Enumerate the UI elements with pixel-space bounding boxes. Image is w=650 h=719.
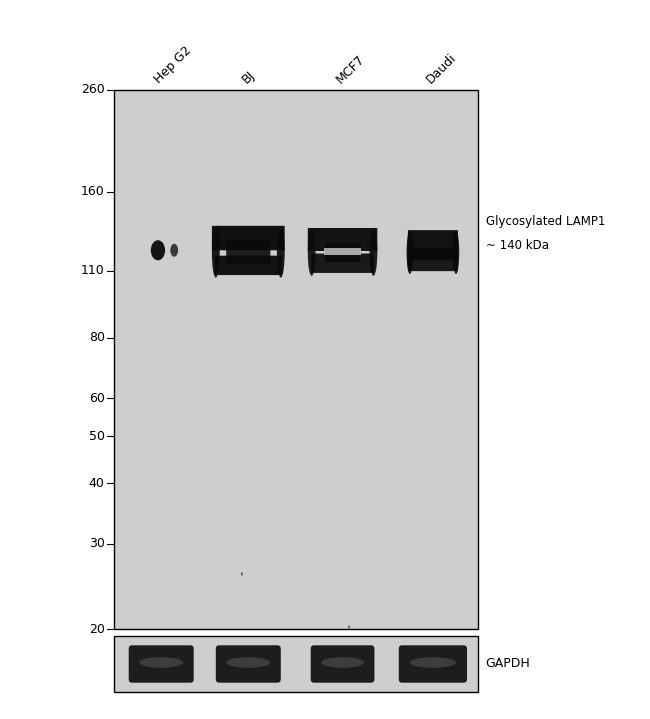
Text: BJ: BJ <box>239 68 257 86</box>
Bar <box>324 248 361 255</box>
Bar <box>114 90 478 629</box>
Ellipse shape <box>170 244 178 257</box>
FancyBboxPatch shape <box>214 256 282 275</box>
Text: MCF7: MCF7 <box>333 52 367 86</box>
Text: 110: 110 <box>81 264 105 278</box>
Text: Glycosylated LAMP1: Glycosylated LAMP1 <box>486 216 605 229</box>
Text: GAPDH: GAPDH <box>486 657 530 671</box>
FancyBboxPatch shape <box>311 646 374 683</box>
FancyBboxPatch shape <box>408 230 458 260</box>
FancyBboxPatch shape <box>216 646 281 683</box>
Text: 80: 80 <box>88 331 105 344</box>
Bar <box>114 636 478 692</box>
Ellipse shape <box>226 657 270 668</box>
Ellipse shape <box>151 240 165 260</box>
Text: ~ 140 kDa: ~ 140 kDa <box>486 239 549 252</box>
FancyBboxPatch shape <box>308 228 377 251</box>
Ellipse shape <box>277 227 285 278</box>
Ellipse shape <box>308 229 316 276</box>
Ellipse shape <box>369 229 377 276</box>
Ellipse shape <box>348 626 350 628</box>
Text: Daudi: Daudi <box>424 51 459 86</box>
Text: 30: 30 <box>89 537 105 550</box>
Text: 60: 60 <box>89 392 105 405</box>
Ellipse shape <box>407 231 413 274</box>
Ellipse shape <box>321 657 364 668</box>
Ellipse shape <box>410 657 456 668</box>
Text: Hep G2: Hep G2 <box>152 44 194 86</box>
FancyBboxPatch shape <box>311 254 374 273</box>
Ellipse shape <box>139 657 183 668</box>
Text: 20: 20 <box>89 623 105 636</box>
Ellipse shape <box>212 227 220 278</box>
FancyBboxPatch shape <box>212 226 285 250</box>
Text: 40: 40 <box>89 477 105 490</box>
FancyBboxPatch shape <box>399 646 467 683</box>
FancyBboxPatch shape <box>129 646 194 683</box>
FancyBboxPatch shape <box>408 248 458 271</box>
Text: 260: 260 <box>81 83 105 96</box>
FancyBboxPatch shape <box>325 243 360 262</box>
Ellipse shape <box>452 231 459 274</box>
Text: 50: 50 <box>88 430 105 443</box>
Text: 160: 160 <box>81 186 105 198</box>
Ellipse shape <box>241 572 243 576</box>
FancyBboxPatch shape <box>226 241 270 264</box>
